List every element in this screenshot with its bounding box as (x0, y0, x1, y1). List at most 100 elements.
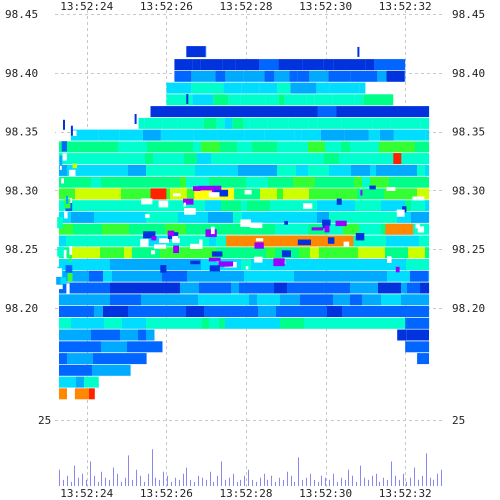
heatmap-cell (184, 259, 201, 270)
heatmap-cell (145, 153, 153, 165)
heatmap-cell (317, 106, 325, 118)
heatmap-cell (59, 353, 67, 365)
heatmap-cell (329, 211, 353, 223)
heatmap-cell (180, 282, 199, 294)
heatmap-speckle (199, 239, 203, 245)
heatmap-cell (146, 164, 176, 176)
heatmap-cell (76, 376, 84, 388)
heatmap-cell (229, 294, 249, 306)
heatmap-cell (220, 141, 237, 153)
heatmap-cell (362, 294, 381, 306)
heatmap-speckle (57, 246, 64, 257)
heatmap-cell (89, 235, 97, 247)
heatmap-speckle (208, 192, 220, 198)
heatmap-cell (417, 188, 430, 200)
heatmap-cell (294, 270, 319, 282)
heatmap-cell (94, 188, 121, 200)
heatmap-cell (264, 129, 295, 141)
heatmap-speckle (208, 257, 221, 262)
heatmap-cell (155, 259, 184, 270)
heatmap-cell (274, 70, 290, 82)
heatmap-cell (240, 94, 266, 106)
heatmap-cell (197, 235, 209, 247)
heatmap-cell (319, 247, 337, 259)
heatmap-cell (358, 247, 385, 259)
heatmap-cell (244, 129, 265, 141)
heatmap-speckle (67, 273, 73, 282)
heatmap-speckle (72, 163, 77, 169)
heatmap-cell (235, 59, 260, 71)
heatmap-speckle (245, 266, 249, 270)
heatmap-cell (59, 223, 73, 235)
heatmap-cell (100, 247, 124, 259)
y-tick-label-right: 98.30 (452, 184, 485, 197)
heatmap-cell (201, 259, 223, 270)
heatmap-cell (97, 235, 126, 247)
x-tick-label-top: 13:52:24 (60, 0, 113, 13)
heatmap-cell (299, 259, 327, 270)
heatmap-cell (346, 200, 355, 212)
heatmap-cell (364, 106, 375, 118)
heatmap-cell (420, 117, 430, 129)
heatmap-cell (166, 235, 197, 247)
heatmap-cell (428, 270, 430, 282)
heatmap-cell (169, 247, 197, 259)
heatmap-cell (268, 223, 275, 235)
heatmap-cell (160, 200, 182, 212)
heatmap-speckle (173, 245, 179, 254)
heatmap-cell (213, 94, 229, 106)
heatmap-cell (217, 106, 228, 118)
heatmap-cell (126, 329, 138, 341)
heatmap-cell (191, 82, 224, 94)
heatmap-speckle (198, 185, 212, 191)
heatmap-cell (287, 282, 314, 294)
heatmap-cell (253, 282, 274, 294)
heatmap-cell (318, 235, 352, 247)
heatmap-cell (299, 247, 310, 259)
volume-histogram (59, 449, 442, 486)
heatmap-cell (406, 259, 412, 270)
heatmap-cell (216, 247, 240, 259)
heatmap-speckle (140, 238, 149, 247)
heatmap-cell (74, 388, 89, 400)
heatmap-cell (238, 164, 259, 176)
heatmap-cell (252, 141, 259, 153)
heatmap-speckle (218, 261, 230, 267)
heatmap-cell (73, 223, 102, 235)
heatmap-cell (369, 153, 398, 165)
heatmap-cell (411, 211, 430, 223)
heatmap-cell (283, 188, 309, 200)
heatmap-cell (78, 294, 91, 306)
heatmap-cell (127, 341, 155, 353)
heatmap-cell (182, 200, 197, 212)
heatmap-cell (269, 294, 280, 306)
x-tick-label-bottom: 13:52:26 (140, 487, 193, 500)
heatmap-speckle (311, 227, 324, 231)
heatmap-cell (397, 329, 407, 341)
heatmap-cell (308, 141, 325, 153)
heatmap-cell (74, 235, 89, 247)
y-tick-label-right: 98.35 (452, 126, 485, 139)
heatmap-cell (212, 306, 242, 317)
heatmap-cell (210, 164, 238, 176)
heatmap-cell (156, 106, 182, 118)
heatmap-cell (71, 317, 104, 329)
heatmap-cell (293, 176, 299, 188)
heatmap-cell (160, 129, 194, 141)
heatmap-cell (162, 153, 184, 165)
heatmap-speckle (322, 219, 331, 226)
heatmap-cell (143, 235, 166, 247)
heatmap-cell (404, 70, 406, 82)
heatmap-cell (246, 176, 268, 188)
heatmap-speckle (412, 196, 425, 201)
heatmap-cell (197, 200, 205, 212)
heatmap-cell (327, 270, 358, 282)
heatmap-cell (209, 317, 219, 329)
heatmap-cell (365, 59, 375, 71)
heatmap-cell (394, 164, 417, 176)
heatmap-cell (162, 270, 187, 282)
heatmap-cell (209, 176, 232, 188)
heatmap-speckle (59, 164, 62, 170)
heatmap-cell (203, 117, 217, 129)
heatmap-cell (319, 270, 327, 282)
